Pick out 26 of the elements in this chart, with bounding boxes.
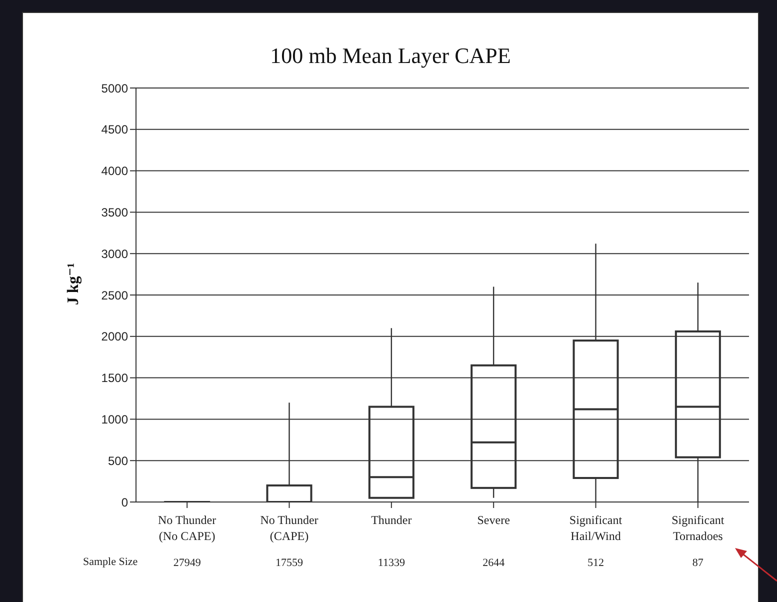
x-tick-label: Severe [477,513,510,527]
y-tick-label: 2500 [101,288,128,302]
y-axis-title: J kg⁻¹ [64,262,83,308]
y-tick-label: 3000 [101,246,128,261]
y-tick-label: 3500 [101,205,128,220]
y-tick-label: 1500 [101,371,128,386]
y-tick-label: 5000 [101,81,128,96]
y-tick-label: 4500 [101,122,128,137]
text: Sample Size [83,556,138,568]
chart-title: 100 mb Mean Layer CAPE [269,43,512,69]
x-tick-label: Significant Hail/Wind [569,513,623,543]
y-tick-label: 500 [108,454,128,468]
x-tick-label: No Thunder (No CAPE) [158,513,216,543]
y-tick-label: 1000 [101,412,128,426]
y-tick-label: 2000 [101,330,128,344]
text: 17559 [276,557,304,569]
text: 512 [588,557,604,569]
x-tick-label: Significant Tornadoes [672,513,725,543]
y-tick-label: 4000 [101,164,128,178]
x-tick-label: Thunder [371,513,412,527]
text: 2644 [482,557,506,569]
text: 87 [692,557,704,569]
y-tick-label: 0 [121,495,128,510]
text: 27949 [173,557,202,569]
x-tick-label: No Thunder (CAPE) [260,513,318,543]
text: 11339 [378,557,406,569]
